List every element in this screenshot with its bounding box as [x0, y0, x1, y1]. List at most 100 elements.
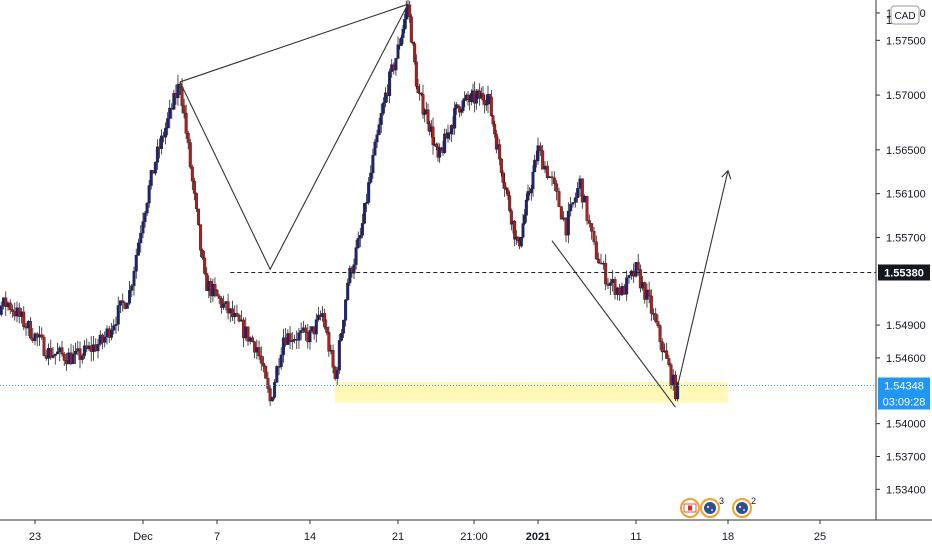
y-tick-label: 1.57000 [886, 90, 926, 102]
candle-body [636, 262, 640, 270]
candle-body [608, 282, 612, 286]
candle-body [545, 165, 549, 178]
moon-icon: 3 [700, 496, 724, 518]
candle-body [4, 297, 8, 308]
moon-icon: 2 [732, 496, 756, 518]
candle-body [184, 112, 188, 134]
y-tick-label: 1.53400 [886, 484, 926, 496]
candle-body [519, 237, 523, 247]
candle-body [147, 185, 151, 204]
candle-body [524, 199, 528, 216]
candle-body [134, 255, 138, 272]
currency-label: CAD [894, 11, 915, 22]
candle-body [396, 44, 400, 59]
candle-body [82, 345, 86, 356]
candle-body [114, 324, 118, 326]
candle-body [529, 188, 533, 194]
pattern-polyline [179, 3, 409, 271]
candle-body [270, 397, 274, 402]
candle-body [42, 336, 46, 356]
candle-body [60, 347, 64, 355]
candle-body [503, 182, 507, 189]
candle-body [182, 105, 186, 114]
candle-body [279, 354, 283, 367]
candle-body [362, 203, 366, 224]
candle-body [504, 188, 508, 191]
zone-layer [335, 382, 728, 403]
candle-body [196, 208, 200, 225]
candle-body [438, 147, 442, 158]
candle-body [153, 162, 157, 174]
candle-body [219, 298, 223, 308]
candle-body [348, 267, 352, 284]
candle-body [669, 364, 673, 385]
candle-body [423, 113, 427, 115]
candle-body [103, 336, 107, 343]
candle-body [369, 172, 373, 183]
candle-body [8, 302, 12, 310]
candle-body [304, 327, 308, 333]
event-badge: 2 [751, 496, 756, 506]
x-tick-label: 11 [630, 531, 641, 543]
candle-body [625, 277, 629, 295]
candle-body [80, 355, 84, 360]
candle-body [555, 183, 559, 192]
candle-body [367, 182, 371, 203]
x-tick-label: Dec [133, 531, 153, 543]
candle-body [262, 363, 266, 367]
candle-body [508, 195, 512, 211]
candle-body [538, 145, 542, 151]
y-tick-label: 1.55700 [886, 232, 926, 244]
candle-body [78, 348, 82, 360]
candle-body [647, 289, 651, 297]
candle-body [431, 126, 435, 146]
candle-body [356, 238, 360, 248]
candle-body [40, 334, 44, 338]
candle-body [127, 290, 131, 304]
candle-body [459, 110, 463, 113]
candle-body [365, 202, 369, 204]
candle-body [346, 282, 350, 301]
candle-body [373, 141, 377, 156]
candle-body [541, 150, 545, 170]
candle-body [316, 314, 320, 320]
candle-body [222, 303, 226, 308]
candle-body [203, 257, 207, 274]
x-tick-label: 18 [722, 531, 734, 543]
moon-icon-crater [738, 505, 742, 509]
candle-body [411, 42, 415, 44]
candle-body [506, 189, 510, 196]
candle-body [521, 223, 525, 238]
candle-body [172, 93, 176, 110]
candle-body [388, 71, 392, 97]
candle-body [419, 92, 423, 95]
candle-body [421, 94, 425, 115]
moon-icon-disc [736, 502, 748, 514]
candle-body [194, 193, 198, 210]
candle-body [576, 188, 580, 198]
candle-body [275, 366, 279, 383]
candle-body [266, 377, 270, 389]
y-tick-label: 1.53700 [886, 451, 926, 463]
event-badge: 3 [719, 496, 724, 506]
candle-body [250, 337, 254, 343]
candle-body [176, 84, 180, 99]
candle-body [426, 109, 430, 124]
candle-body [550, 176, 554, 179]
candle-body [217, 295, 221, 299]
candle-body [246, 326, 250, 342]
candles-layer [0, 0, 680, 406]
candle-body [597, 258, 601, 264]
candle-body [141, 221, 145, 234]
candle-body [557, 191, 561, 208]
y-tick-label: 1.54600 [886, 353, 926, 365]
candle-body [121, 300, 125, 303]
candle-body [215, 289, 219, 297]
candle-body [118, 300, 122, 306]
flag-icon-leaf [688, 505, 692, 511]
candle-body [235, 312, 239, 316]
candle-body [253, 341, 257, 353]
candle-body [360, 223, 364, 236]
